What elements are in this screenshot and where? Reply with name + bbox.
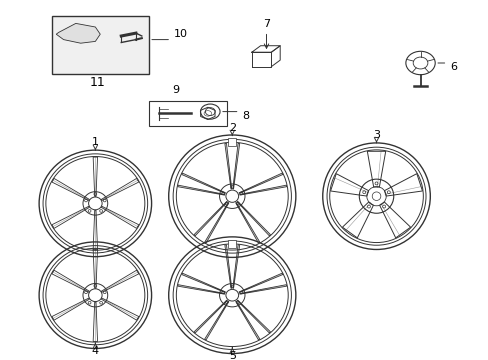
- Text: 1: 1: [92, 137, 99, 150]
- Bar: [149, 101, 227, 126]
- Text: 7: 7: [263, 19, 269, 48]
- Bar: [228, 138, 236, 146]
- Text: 6: 6: [449, 62, 456, 72]
- Text: 2: 2: [228, 123, 235, 136]
- Text: 4: 4: [92, 343, 99, 356]
- Text: 9: 9: [172, 85, 179, 95]
- Polygon shape: [56, 23, 100, 43]
- Text: 5: 5: [228, 348, 235, 360]
- Bar: [228, 240, 236, 248]
- Text: 3: 3: [372, 130, 379, 143]
- Text: 8: 8: [242, 111, 249, 121]
- Text: 10: 10: [173, 28, 187, 39]
- Bar: [52, 16, 149, 74]
- Text: 11: 11: [90, 76, 105, 89]
